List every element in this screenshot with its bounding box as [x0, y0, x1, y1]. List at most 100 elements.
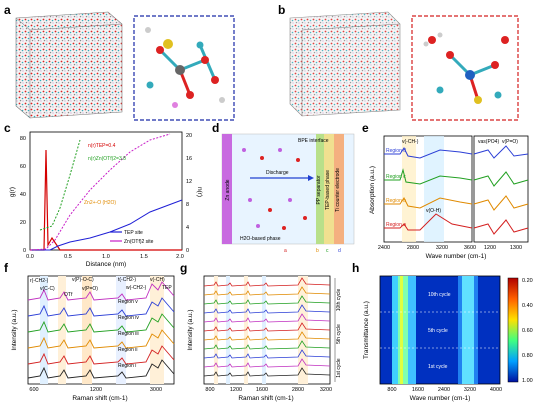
e-peak-po: v(P=O) [502, 139, 518, 145]
h-xlabel: Wave number (cm-1) [410, 395, 471, 402]
f-region-i: Region i [118, 363, 136, 369]
chart-c: 0 20 40 60 80 0 4 8 12 16 20 0.0 0.5 1.0… [9, 131, 203, 268]
c-annot-zn: n(r)Zn(OTf)2=3.8 [88, 156, 126, 162]
c-rtick-4: 4 [186, 225, 189, 231]
c-tep-curve [30, 199, 183, 251]
c-rtick-16: 16 [186, 156, 192, 162]
c-xtick-3: 1.5 [140, 254, 148, 260]
chart-e: Region d Region c Region b Region a v(-C… [369, 135, 529, 260]
c-annot-tep: n(r)TEP=0.4 [88, 143, 116, 149]
d-particles [242, 148, 307, 230]
c-xlabel: Distance (nm) [86, 261, 126, 268]
e-xtick-1300: 1300 [510, 245, 522, 251]
f-region-iii: Region iii [118, 331, 139, 337]
c-xtick-0: 0.0 [26, 254, 34, 260]
panel-label-d: d [212, 121, 219, 135]
zn-anode-label: Zn anode [225, 179, 231, 200]
c-rtick-0: 0 [186, 248, 189, 254]
chart-g: 10th cycle 5th cycle 1st cycle 800 1200 … [187, 275, 342, 402]
f-annot-1: v(P)-O-C) [72, 277, 94, 283]
panel-label-g: g [180, 261, 187, 275]
g-xtick-2800: 2800 [292, 387, 304, 393]
h-cb-2: 0.60 [522, 328, 533, 334]
f-spectra [27, 281, 175, 379]
tep-phase-label: TEP-based phase [325, 170, 331, 210]
f-region-v: Region v [118, 299, 138, 305]
e-peak-po4: vas(PO4) [478, 139, 499, 145]
h-cb-0: 0.20 [522, 278, 533, 284]
h-cb-3: 0.80 [522, 353, 533, 359]
e-xtick-2800: 2800 [407, 245, 419, 251]
zn-anode-bar [222, 134, 232, 244]
f-annot-5: t(-CH2-) [118, 277, 136, 283]
e-spec-a [384, 213, 473, 231]
sim-box-a [15, 11, 123, 119]
c-ylabel-right: n(r) [196, 187, 203, 197]
g-xtick-800: 800 [205, 387, 214, 393]
c-yticks-left: 0 20 40 60 80 [20, 136, 26, 254]
e-spec-c [384, 168, 473, 185]
chart-f: Region v Region iv Region iii Region ii … [11, 275, 175, 402]
c-legend: TEP site Zn(OTf)2 site [110, 230, 154, 245]
c-rtick-8: 8 [186, 202, 189, 208]
e-region-a: Region a [386, 222, 406, 228]
c-yticks-right: 0 4 8 12 16 20 [186, 133, 192, 254]
zoom-box-b [411, 15, 519, 121]
g-ylabel: Intensity (a.u.) [187, 309, 194, 350]
h-heatmap-bands [392, 276, 478, 384]
panel-label-a: a [4, 3, 11, 17]
panel-label-e: e [362, 121, 369, 135]
sim-box-b [289, 11, 401, 117]
e-xtick-3600: 3600 [464, 245, 476, 251]
chart-h: 10th cycle 5th cycle 1st cycle 800 1600 … [363, 275, 533, 402]
c-legend-zn: Zn(OTf)2 site [124, 239, 154, 245]
c-xtick-2: 1.0 [102, 254, 110, 260]
e-xtick-2400: 2400 [378, 245, 390, 251]
panel-label-f: f [4, 261, 9, 275]
c-rtick-12: 12 [186, 179, 192, 185]
c-legend-tep: TEP site [124, 230, 143, 236]
g-cycle-1: 1st cycle [336, 358, 342, 378]
f-region-ii: Region ii [118, 347, 137, 353]
d-marker-b: b [316, 248, 319, 254]
c-xticks: 0.0 0.5 1.0 1.5 2.0 [26, 254, 184, 260]
e-spectra [384, 145, 529, 235]
d-marker-c: c [326, 248, 329, 254]
c-ytick-20: 20 [20, 220, 26, 226]
e-peak-oh: v(O-H) [426, 208, 441, 214]
h-xtick-4000: 4000 [490, 387, 502, 393]
c-green-curve [39, 139, 81, 231]
g-xtick-1200: 1200 [230, 387, 242, 393]
cluster-a [145, 27, 225, 108]
c-ytick-0: 0 [23, 248, 26, 254]
bpe-label: BPE interface [298, 138, 329, 144]
h-xtick-800: 800 [387, 387, 396, 393]
h-cb-1: 0.40 [522, 303, 533, 309]
h-cb-4: 1.00 [522, 378, 533, 384]
g-cycle-10: 10th cycle [336, 289, 342, 312]
f-xtick-600: 600 [29, 387, 38, 393]
schematic-d: Zn anode PP separator TEP-based phase Ti… [221, 133, 355, 254]
panel-label-b: b [278, 3, 285, 17]
e-region-c: Region c [386, 174, 406, 180]
g-xtick-3200: 3200 [320, 387, 332, 393]
h-colorbar [507, 277, 519, 383]
h-cycle-5: 5th cycle [428, 328, 448, 334]
discharge-label: Discharge [266, 170, 289, 176]
c-xtick-1: 0.5 [64, 254, 72, 260]
f-annot-6: w(-CH2-) [126, 285, 147, 291]
ti-electrode-bar [334, 134, 344, 244]
e-spec-b [384, 197, 473, 209]
g-xlabel: Raman shift (cm-1) [238, 395, 293, 402]
f-xlabel: Raman shift (cm-1) [72, 395, 127, 402]
d-marker-a: a [284, 248, 287, 254]
panel-label-h: h [352, 261, 359, 275]
h2o-phase-label: H2O-based phase [240, 236, 281, 242]
c-annot-zn-o: Zn2+-O (H2O) [84, 200, 116, 206]
f-region-iv: Region iv [118, 315, 139, 321]
e-ylabel: Absorption (a.u.) [369, 166, 376, 214]
h-ylabel: Transmittance (a.u.) [363, 301, 370, 359]
e-xtick-1200: 1200 [484, 245, 496, 251]
f-annot-7: v(-CH) [150, 277, 165, 283]
